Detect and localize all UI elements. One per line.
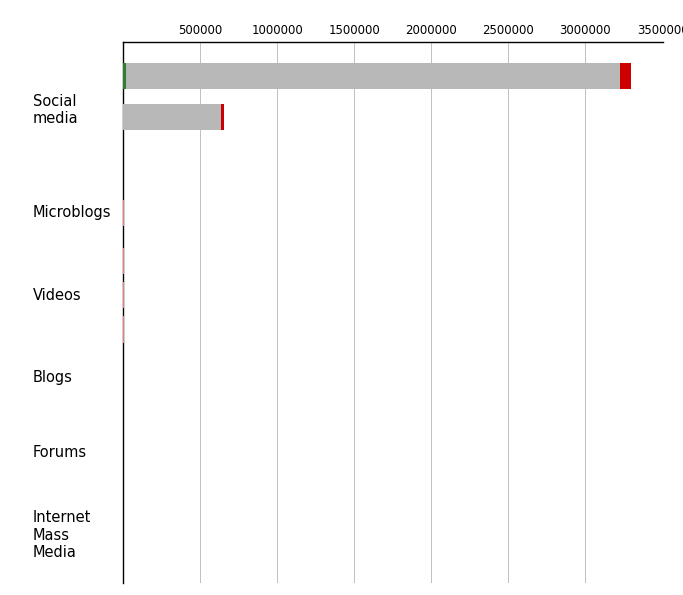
Bar [123,200,124,226]
Bar [619,63,630,89]
Bar [123,248,124,274]
Bar [123,63,126,89]
Bar [123,317,124,343]
Bar [123,282,124,308]
Bar [221,104,225,130]
Bar [123,104,221,130]
Bar [126,63,619,89]
